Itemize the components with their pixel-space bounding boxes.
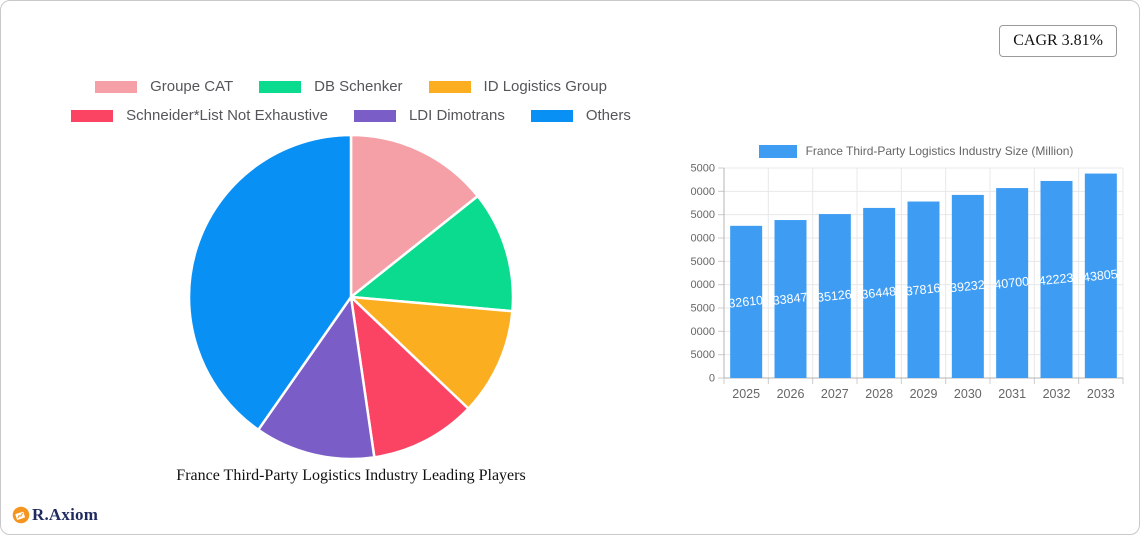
y-axis-label: 40000: [691, 186, 715, 198]
y-axis-label: 25000: [691, 256, 715, 268]
bar-legend-label: France Third-Party Logistics Industry Si…: [805, 144, 1074, 158]
bar-legend-swatch: [758, 144, 797, 158]
bar-2029[interactable]: [907, 201, 940, 378]
bar-2030[interactable]: [951, 194, 984, 378]
pie-slice-schneider-list-not-exhaustive[interactable]: [349, 295, 470, 459]
bar-2032[interactable]: [1040, 180, 1073, 378]
y-axis-label: 35000: [691, 209, 715, 221]
bar-2027[interactable]: [818, 214, 851, 378]
bar-2028[interactable]: [863, 207, 896, 378]
bar-value-label-2032: 42223: [1038, 271, 1074, 289]
cagr-badge-label: CAGR 3.81%: [1013, 32, 1103, 49]
legend-swatch-id-logistics-group: [428, 81, 471, 93]
legend-item-schneider-list-not-exhaustive[interactable]: Schneider*List Not Exhaustive: [71, 107, 328, 125]
y-axis-label: 45000: [691, 163, 715, 175]
pie-chart-canvas[interactable]: [186, 132, 516, 462]
legend-label-db-schenker: DB Schenker: [314, 78, 403, 95]
pie-legend-row-2: Schneider*List Not Exhaustive LDI Dimotra…: [1, 107, 701, 125]
legend-item-others[interactable]: Others: [530, 107, 631, 125]
legend-swatch-ldi-dimotrans: [353, 110, 396, 122]
bar-value-label-2031: 40700: [994, 274, 1030, 292]
pie-chart-title: France Third-Party Logistics Industry Le…: [176, 467, 526, 484]
pie-slice-others[interactable]: [187, 133, 353, 432]
bar-value-label-2025: 32610: [728, 293, 764, 311]
x-axis-label-2028: 2028: [865, 387, 893, 401]
legend-label-groupe-cat: Groupe CAT: [150, 78, 234, 95]
legend-label-schneider-list-not-exhaustive: Schneider*List Not Exhaustive: [126, 107, 328, 124]
y-axis-label: 15000: [691, 303, 715, 315]
y-axis-label: 20000: [691, 279, 715, 291]
bar-chart-canvas[interactable]: 0 5000 10000 15000 20000 25000 30000 35000 40000…: [691, 163, 1140, 413]
bar-chart-legend[interactable]: France Third-Party Logistics Industry Si…: [691, 141, 1139, 161]
brand-logo: R.Axiom: [12, 505, 98, 525]
bar-value-label-2030: 39232: [949, 278, 985, 296]
bar-2033[interactable]: [1084, 173, 1117, 378]
chart-logo-icon: [12, 506, 30, 524]
bar-2026[interactable]: [774, 220, 807, 378]
legend-item-groupe-cat[interactable]: Groupe CAT: [95, 78, 233, 96]
x-axis-label-2032: 2032: [1043, 387, 1071, 401]
legend-swatch-others: [530, 110, 573, 122]
pie-chart-area: Groupe CAT DB Schenker ID Logistics Group …: [1, 1, 701, 534]
legend-label-ldi-dimotrans: LDI Dimotrans: [408, 107, 505, 124]
pie-slice-groupe-cat[interactable]: [349, 133, 479, 299]
legend-item-ldi-dimotrans[interactable]: LDI Dimotrans: [353, 107, 505, 125]
x-axis-label-2025: 2025: [732, 387, 760, 401]
bar-value-label-2027: 35126: [816, 287, 852, 305]
pie-legend-row-1: Groupe CAT DB Schenker ID Logistics Group: [1, 78, 701, 96]
x-axis-label-2030: 2030: [954, 387, 982, 401]
legend-swatch-groupe-cat: [95, 81, 138, 93]
bar-value-label-2028: 36448: [861, 284, 897, 302]
cagr-badge: CAGR 3.81%: [999, 25, 1117, 57]
x-axis-label-2033: 2033: [1087, 387, 1115, 401]
legend-label-others: Others: [585, 107, 631, 124]
legend-label-id-logistics-group: ID Logistics Group: [483, 78, 607, 95]
bar-2031[interactable]: [996, 188, 1029, 378]
pie-slice-db-schenker[interactable]: [349, 194, 515, 313]
legend-item-db-schenker[interactable]: DB Schenker: [259, 78, 403, 96]
bar-2025[interactable]: [730, 225, 763, 378]
y-axis-label: 30000: [691, 233, 715, 245]
y-axis-label: 5000: [691, 349, 715, 361]
y-axis-label: 10000: [691, 326, 715, 338]
pie-slice-id-logistics-group[interactable]: [349, 295, 514, 410]
x-axis-label-2029: 2029: [910, 387, 938, 401]
pie-slice-ldi-dimotrans[interactable]: [257, 295, 376, 461]
bar-value-label-2029: 37816: [905, 281, 941, 299]
x-axis-label-2026: 2026: [777, 387, 805, 401]
bar-value-label-2033: 43805: [1082, 267, 1118, 285]
brand-logo-text: R.Axiom: [32, 505, 99, 524]
x-axis-label-2031: 2031: [998, 387, 1026, 401]
legend-swatch-db-schenker: [259, 81, 302, 93]
legend-swatch-schneider-list-not-exhaustive: [71, 110, 114, 122]
y-axis-label: 0: [709, 373, 715, 385]
bar-value-label-2026: 33847: [772, 290, 808, 308]
legend-item-id-logistics-group[interactable]: ID Logistics Group: [428, 78, 607, 96]
bar-chart-area: France Third-Party Logistics Industry Si…: [691, 141, 1140, 421]
x-axis-label-2027: 2027: [821, 387, 849, 401]
